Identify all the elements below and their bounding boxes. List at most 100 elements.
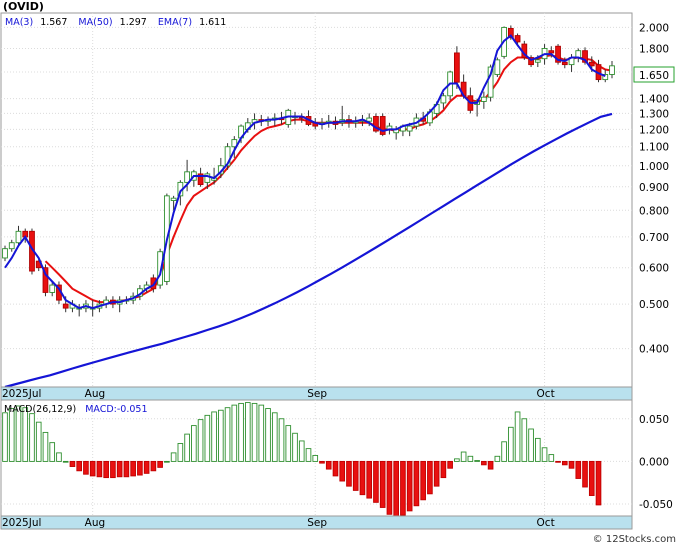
date-label: 2025Jul <box>2 517 41 529</box>
macd-bar <box>130 460 136 477</box>
macd-bar <box>325 460 332 470</box>
price-vertical-gridlines <box>92 13 546 387</box>
macd-bar <box>528 428 534 462</box>
macd-bar <box>481 460 487 466</box>
candle-body <box>494 59 501 75</box>
candle-body <box>453 52 460 83</box>
macd-bar <box>137 460 143 476</box>
macd-bar <box>352 460 359 491</box>
macd-bar <box>555 460 561 463</box>
price-tick-label: 0.400 <box>639 344 669 356</box>
legend-ma50-value: 1.297 <box>120 17 147 28</box>
macd-bar <box>42 431 49 462</box>
macd-bar <box>332 460 339 477</box>
macd-bar <box>588 460 595 496</box>
date-label: Sep <box>307 517 327 529</box>
candle-body <box>204 173 211 183</box>
candle-body <box>548 50 555 54</box>
macd-bar <box>582 460 588 488</box>
macd-bar <box>298 440 305 462</box>
candle <box>561 57 568 69</box>
macd-bar <box>433 460 440 487</box>
candle <box>440 92 447 109</box>
macd-bar <box>541 447 548 462</box>
date-labels-bottom: 2025Jul Aug Sep Oct <box>2 517 555 529</box>
macd-bar <box>123 460 130 478</box>
candle-body <box>42 267 49 293</box>
macd-bar <box>29 413 35 462</box>
price-gridlines <box>1 26 632 350</box>
candle-body <box>487 66 494 98</box>
macd-bar <box>143 460 150 474</box>
macd-bar <box>197 419 204 462</box>
price-tick-label: 2.000 <box>639 22 669 34</box>
macd-bar <box>96 460 103 478</box>
macd-tick-labels: 0.050 0.000 -0.050 <box>639 414 673 511</box>
candle-body <box>170 197 177 201</box>
candle-body <box>561 61 568 66</box>
candle-body <box>197 173 204 186</box>
date-label: Oct <box>537 388 555 400</box>
macd-bar <box>319 460 325 464</box>
macd-bar <box>170 452 177 462</box>
macd-bar <box>535 437 541 462</box>
macd-tick-label: 0.000 <box>639 456 669 468</box>
macd-tick-label: 0.050 <box>639 414 669 426</box>
macd-bar <box>487 460 494 470</box>
macd-bar <box>548 454 555 462</box>
macd-bar <box>76 460 82 472</box>
candle-body <box>184 171 190 183</box>
macd-bar <box>400 460 406 516</box>
candle <box>582 47 588 65</box>
macd-legend-value: MACD:-0.051 <box>85 404 147 415</box>
last-price-box <box>633 66 675 83</box>
ticker-label: (OVID) <box>3 0 44 13</box>
candle-body <box>62 303 69 309</box>
candle-body <box>582 50 588 63</box>
candle <box>528 55 534 68</box>
price-tick-label: 0.700 <box>639 232 669 244</box>
last-price-label: 1.650 <box>639 70 669 82</box>
macd-bar <box>285 425 292 462</box>
candle <box>49 281 56 297</box>
price-tick-label: 1.000 <box>639 161 669 173</box>
macd-bar <box>406 460 413 512</box>
macd-bar <box>69 460 76 467</box>
date-label: 2025Jul <box>2 388 41 400</box>
macd-bar <box>8 408 15 462</box>
candle <box>507 25 514 40</box>
macd-bar <box>346 460 352 487</box>
macd-bar <box>278 418 285 462</box>
macd-bar <box>373 460 379 503</box>
macd-legend: MACD(26,12,9) MACD:-0.051 <box>4 404 148 415</box>
macd-bar <box>447 460 453 469</box>
candle-body <box>366 117 373 122</box>
date-bar-bottom <box>0 515 633 530</box>
legend-ema7-label: EMA(7) <box>158 17 192 28</box>
candle <box>2 245 8 262</box>
macd-histogram <box>2 402 602 518</box>
macd-bar <box>379 460 386 508</box>
macd-bar <box>595 460 602 506</box>
macd-bar <box>359 460 366 496</box>
macd-bar <box>271 412 278 462</box>
candle <box>555 44 561 65</box>
macd-bar <box>184 433 190 462</box>
macd-bar <box>22 407 29 462</box>
date-label: Aug <box>85 388 106 400</box>
macd-bar <box>521 418 528 462</box>
macd-bar <box>211 411 217 462</box>
macd-bar <box>258 404 265 462</box>
macd-bar <box>218 409 224 462</box>
candle-body <box>555 45 561 63</box>
candle <box>373 113 379 133</box>
macd-bar <box>35 421 42 462</box>
macd-bar <box>460 451 467 462</box>
macd-bar <box>164 460 170 463</box>
price-tick-label: 1.200 <box>639 124 669 136</box>
macd-bar <box>265 408 271 462</box>
macd-bar <box>339 460 346 482</box>
price-tick-label: 0.800 <box>639 205 669 217</box>
macd-bar <box>386 460 393 515</box>
